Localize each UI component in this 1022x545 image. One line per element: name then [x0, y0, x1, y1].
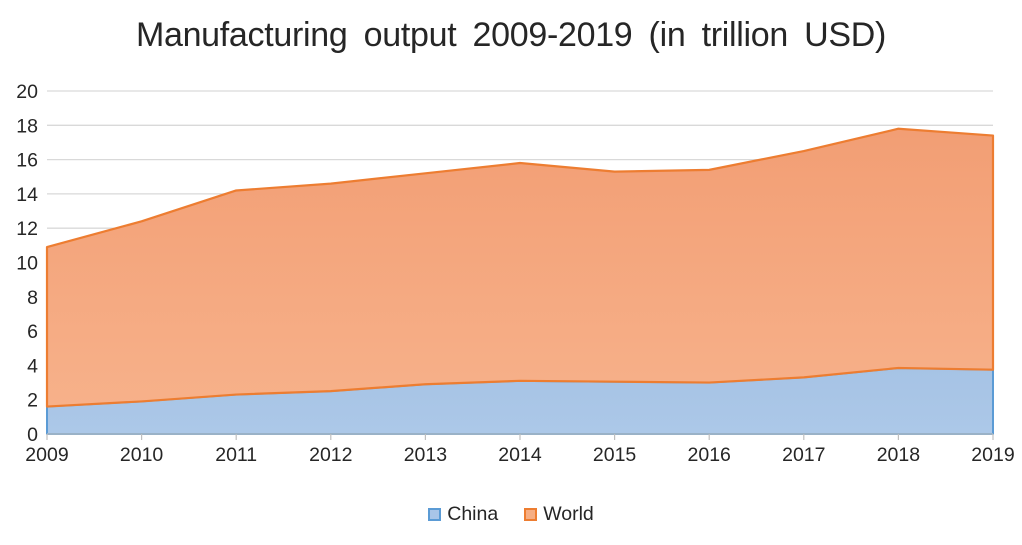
y-tick-label: 18 [16, 115, 38, 137]
x-tick-label: 2009 [25, 444, 68, 466]
y-tick-label: 2 [27, 390, 38, 412]
y-tick-label: 14 [16, 184, 38, 206]
world-legend-swatch-icon [524, 508, 538, 521]
x-tick-label: 2016 [688, 444, 731, 466]
x-tick-label: 2011 [215, 444, 257, 466]
x-tick-label: 2012 [309, 444, 352, 466]
y-tick-label: 20 [16, 81, 38, 103]
y-tick-label: 0 [27, 424, 38, 446]
x-tick-label: 2019 [971, 444, 1014, 466]
x-tick-label: 2013 [404, 444, 447, 466]
y-tick-label: 12 [16, 218, 38, 240]
x-tick-label: 2014 [498, 444, 542, 466]
chart-legend: China World [0, 503, 1022, 526]
legend-item-china: China [428, 503, 498, 526]
x-tick-label: 2015 [593, 444, 637, 466]
y-tick-label: 8 [27, 287, 38, 309]
world-area [45, 127, 995, 408]
y-tick-label: 16 [16, 150, 38, 172]
y-tick-label: 4 [27, 355, 38, 377]
china-legend-label: China [447, 503, 499, 525]
y-tick-label: 6 [27, 321, 38, 343]
x-tick-label: 2010 [120, 444, 164, 466]
chart-title: Manufacturing output 2009-2019 (in trill… [135, 16, 887, 54]
legend-item-world: World [524, 503, 594, 526]
plot-area: 2009 2010 2011 2012 2013 2014 2015 2016 2017 2018… [16, 81, 1014, 466]
x-tick-label: 2018 [877, 444, 920, 466]
y-tick-label: 10 [16, 253, 38, 275]
x-tick-label: 2017 [782, 444, 825, 466]
world-legend-label: World [543, 503, 594, 525]
china-legend-swatch-icon [428, 508, 442, 521]
